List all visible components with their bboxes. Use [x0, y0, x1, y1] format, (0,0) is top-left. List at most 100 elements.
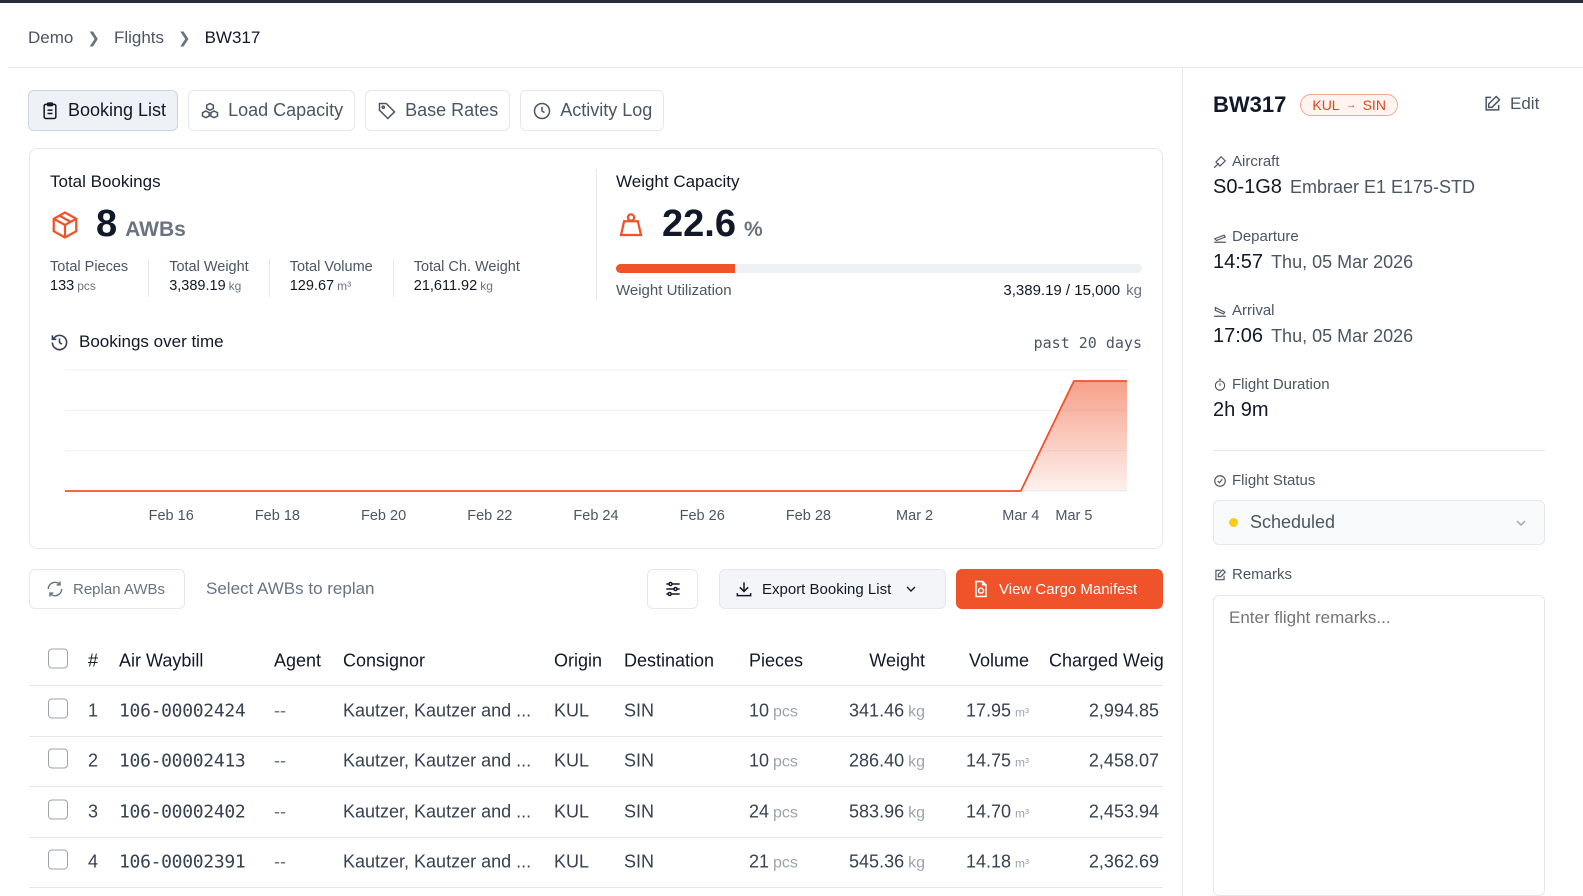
sliders-icon — [665, 581, 680, 597]
volume-value: 17.95 — [965, 700, 1011, 721]
stat-label: Total Weight — [169, 259, 249, 275]
status-dot-icon — [1229, 518, 1238, 527]
check-circle-icon — [1214, 474, 1226, 487]
status-label-text: Flight Status — [1232, 472, 1316, 489]
row-checkbox[interactable] — [48, 799, 68, 820]
stat-total-volume: Total Volume 129.67 m³ — [290, 259, 394, 297]
consignor-cell: Kautzer, Kautzer and ... — [343, 750, 532, 771]
volume-value: 14.18 — [965, 851, 1011, 872]
row-checkbox[interactable] — [48, 698, 68, 719]
air-waybill-link[interactable]: 106-00002402 — [119, 801, 246, 823]
tab-booking-list[interactable]: Booking List — [28, 90, 179, 131]
replan-awb-select[interactable]: Select AWBs to replan — [206, 569, 375, 609]
stat-unit: kg — [480, 279, 493, 293]
charged-weight-cell: 2,362.69 — [1088, 851, 1159, 872]
edit-label: Edit — [1510, 94, 1540, 113]
row-index: 3 — [88, 801, 99, 822]
remarks-label: Remarks — [1213, 566, 1292, 583]
export-booking-list-button[interactable]: Export Booking List — [719, 569, 946, 609]
breadcrumb-demo[interactable]: Demo — [28, 28, 74, 47]
air-waybill-link[interactable]: 106-00002413 — [119, 750, 246, 772]
route-origin: KUL — [1312, 97, 1340, 113]
row-checkbox[interactable] — [48, 849, 68, 870]
pieces-value: 10 — [749, 750, 770, 771]
table-row[interactable]: 1 106-00002424 -- Kautzer, Kautzer and ... K… — [29, 686, 1163, 737]
duration-section: Flight Duration 2h 9m — [1213, 376, 1330, 422]
volume-cell: 14.75 m³ — [966, 751, 1029, 772]
volume-cell: 17.95 m³ — [966, 700, 1029, 721]
row-index: 4 — [88, 851, 99, 872]
plane-landing-icon — [1214, 306, 1226, 317]
chart-tick-label: Feb 18 — [255, 508, 300, 524]
weight-utilization-fill — [616, 264, 735, 273]
remarks-label-text: Remarks — [1232, 566, 1293, 583]
select-all-checkbox[interactable] — [48, 648, 68, 668]
col-origin[interactable]: Origin — [554, 650, 603, 670]
col-charged-weight[interactable]: Charged Weig — [1049, 650, 1164, 670]
tab-load-capacity[interactable]: Load Capacity — [188, 90, 356, 131]
chart-tick-label: Feb 16 — [149, 508, 194, 524]
air-waybill-link[interactable]: 106-00002424 — [119, 700, 246, 722]
table-row[interactable]: 2 106-00002413 -- Kautzer, Kautzer and ... K… — [29, 737, 1163, 787]
route-badge: KUL → SIN — [1300, 94, 1398, 116]
arrival-label: Arrival — [1213, 302, 1413, 319]
col-volume[interactable]: Volume — [968, 650, 1029, 670]
route-arrow-icon: → — [1345, 99, 1357, 111]
volume-unit: m³ — [1015, 705, 1029, 720]
agent-cell: -- — [274, 750, 286, 771]
breadcrumb-flights[interactable]: Flights — [113, 28, 165, 47]
weight-cell: 286.40 kg — [849, 751, 925, 772]
charged-weight-cell: 2,453.94 — [1088, 801, 1159, 822]
tab-activity-log[interactable]: Activity Log — [520, 90, 665, 131]
col-index: # — [88, 650, 99, 670]
pieces-value: 24 — [749, 801, 770, 822]
replan-select-placeholder: Select AWBs to replan — [206, 579, 375, 598]
pieces-unit: pcs — [773, 854, 798, 872]
bookings-chart-range: past 20 days — [1033, 334, 1142, 352]
stat-unit: m³ — [337, 279, 352, 293]
booking-toolbar: Replan AWBs Select AWBs to replan Export… — [29, 569, 1163, 609]
stat-value: 133 — [50, 278, 75, 294]
col-weight[interactable]: Weight — [869, 650, 925, 670]
total-bookings: 8 AWBs — [50, 203, 186, 246]
tab-base-rates[interactable]: Base Rates — [365, 90, 511, 131]
filter-settings-button[interactable] — [647, 569, 698, 609]
timer-icon — [1214, 378, 1226, 391]
air-waybill-link[interactable]: 106-00002391 — [119, 851, 246, 873]
edit-flight-button[interactable]: Edit — [1482, 94, 1539, 114]
tab-label: Load Capacity — [228, 100, 344, 120]
col-destination[interactable]: Destination — [624, 650, 715, 670]
weight-unit: kg — [908, 854, 925, 872]
arrival-label-text: Arrival — [1232, 302, 1275, 319]
weight-cell: 341.46 kg — [849, 700, 925, 721]
pieces-unit: pcs — [773, 703, 798, 721]
flight-status-select[interactable]: Scheduled — [1213, 500, 1545, 545]
table-row[interactable]: 4 106-00002391 -- Kautzer, Kautzer and ... K… — [29, 838, 1163, 888]
remarks-textarea[interactable] — [1213, 595, 1545, 896]
destination-cell: SIN — [624, 851, 655, 872]
chart-tick-label: Mar 4 — [1002, 508, 1039, 524]
charged-weight-cell: 2,458.07 — [1088, 750, 1159, 771]
tab-label: Booking List — [68, 100, 167, 120]
weight-capacity-unit: % — [743, 218, 763, 241]
stat-total-pieces: Total Pieces 133 pcs — [50, 259, 150, 297]
sidebar-section-divider — [1213, 450, 1545, 451]
refresh-icon — [47, 581, 63, 597]
weight-utilization-value: 3,389.19 / 15,000 kg — [1003, 282, 1142, 299]
chart-tick-label: Feb 28 — [786, 508, 831, 524]
col-agent[interactable]: Agent — [274, 650, 322, 670]
boxes-icon — [201, 102, 219, 119]
replan-awbs-button[interactable]: Replan AWBs — [29, 569, 185, 609]
col-consignor[interactable]: Consignor — [343, 650, 426, 670]
flight-code: BW317 — [1213, 92, 1287, 117]
weight-icon — [619, 212, 643, 236]
view-cargo-manifest-button[interactable]: View Cargo Manifest — [956, 569, 1163, 609]
weight-utilization-bar — [616, 264, 1142, 273]
agent-cell: -- — [274, 851, 286, 872]
row-checkbox[interactable] — [48, 748, 68, 769]
weight-utilization-amount: 3,389.19 / 15,000 — [1003, 282, 1121, 299]
table-row[interactable]: 3 106-00002402 -- Kautzer, Kautzer and ... K… — [29, 787, 1163, 838]
col-air-waybill[interactable]: Air Waybill — [119, 650, 204, 670]
col-pieces[interactable]: Pieces — [749, 650, 804, 670]
route-destination: SIN — [1362, 97, 1386, 113]
